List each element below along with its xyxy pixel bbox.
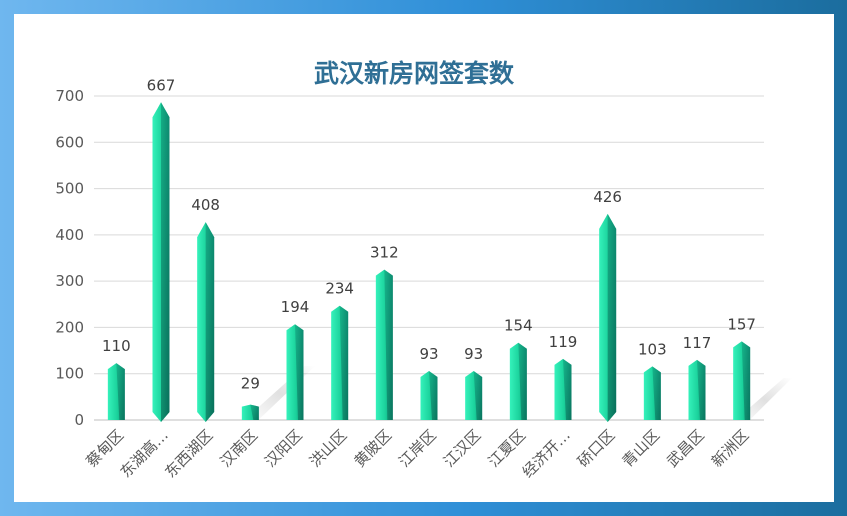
data-label: 119	[549, 333, 578, 351]
bar	[375, 269, 393, 420]
data-label: 312	[370, 244, 399, 262]
data-label: 117	[683, 334, 712, 352]
x-tick-label: 新洲区	[708, 426, 753, 471]
bar-side	[429, 370, 438, 420]
y-tick-label: 600	[55, 133, 84, 151]
y-tick-label: 0	[74, 411, 84, 429]
bar-side	[339, 305, 349, 420]
bar	[286, 324, 304, 420]
bar-side	[473, 370, 483, 420]
bar-side	[295, 324, 304, 420]
bar	[509, 342, 527, 420]
data-label: 110	[102, 337, 131, 355]
bar	[241, 404, 259, 420]
data-labels: 110 667 408 29 194 234 312 93 93 154 119 426 103 117 1…	[102, 76, 756, 392]
x-axis: 蔡甸区东湖高…东西湖区 汉南区 汉阳区 洪山区 黄陂区 江岸区 江汉区 江夏区经济开… 硚口区青…	[83, 426, 753, 481]
bar-side	[116, 363, 125, 420]
chart-title: 武汉新房网签套数	[314, 59, 515, 88]
x-tick-label: 江岸区	[395, 426, 440, 471]
data-label: 29	[241, 375, 260, 393]
bar-side	[563, 358, 572, 420]
bar-side	[652, 366, 661, 420]
bar	[643, 366, 661, 420]
x-tick-label: 武昌区	[663, 426, 708, 471]
bar	[107, 363, 125, 420]
data-label: 408	[191, 196, 220, 214]
y-tick-label: 200	[55, 318, 84, 336]
data-label: 194	[281, 298, 310, 316]
bar	[554, 358, 572, 420]
bar-side	[161, 102, 170, 422]
bars	[107, 102, 793, 422]
data-label: 426	[593, 188, 622, 206]
x-tick-label: 汉阳区	[261, 426, 306, 471]
y-tick-label: 500	[55, 180, 84, 198]
data-label: 667	[147, 76, 176, 94]
bar	[152, 102, 170, 422]
bar	[599, 213, 617, 422]
bar-side	[518, 342, 527, 420]
data-label: 234	[325, 280, 354, 298]
x-tick-label: 硚口区	[574, 426, 619, 471]
bar	[331, 305, 349, 420]
y-tick-label: 100	[55, 365, 84, 383]
x-tick-label: 东西湖区	[161, 426, 216, 481]
y-tick-label: 700	[55, 87, 84, 105]
bar-side	[384, 269, 393, 420]
data-label: 154	[504, 317, 533, 335]
x-tick-label: 黄陂区	[351, 426, 396, 471]
data-label: 93	[464, 345, 483, 363]
y-axis: 0 100 200 300 400 500 600 700	[55, 87, 84, 429]
bar-side	[741, 341, 751, 420]
bar	[197, 222, 215, 422]
x-tick-label: 江汉区	[440, 426, 485, 471]
bar	[733, 341, 751, 420]
bar	[688, 359, 706, 420]
bar-side	[250, 404, 259, 420]
x-tick-label: 东湖高…	[117, 426, 172, 481]
bar-side	[697, 359, 706, 420]
y-tick-label: 400	[55, 226, 84, 244]
y-tick-label: 300	[55, 272, 84, 290]
chart-panel: 武汉新房网签套数 0 100 200 300 400 500 600 700 110 667 40…	[14, 14, 834, 502]
bar-side	[607, 213, 617, 422]
data-label: 157	[727, 315, 756, 333]
x-tick-label: 经济开…	[519, 426, 574, 481]
x-tick-label: 青山区	[619, 426, 664, 471]
x-tick-label: 洪山区	[306, 426, 351, 471]
bar	[465, 370, 483, 420]
bar-side	[205, 222, 215, 422]
data-label: 93	[419, 345, 438, 363]
bar-chart: 武汉新房网签套数 0 100 200 300 400 500 600 700 110 667 40…	[55, 59, 793, 481]
data-label: 103	[638, 340, 667, 358]
bar	[420, 370, 438, 420]
x-tick-label: 汉南区	[217, 426, 262, 471]
